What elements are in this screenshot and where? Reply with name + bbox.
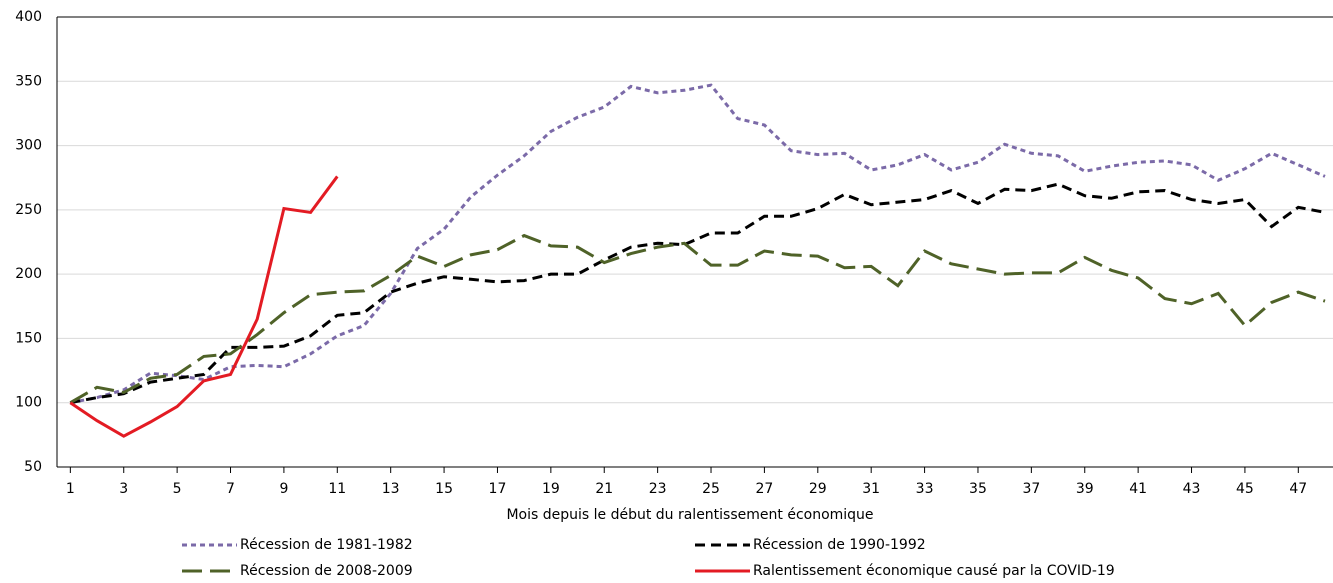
x-tick-label: 3 — [119, 481, 128, 497]
x-tick-label: 15 — [435, 481, 453, 497]
legend-label: Récession de 1981-1982 — [240, 537, 413, 553]
legend-label: Récession de 1990-1992 — [753, 537, 926, 553]
x-tick-label: 41 — [1129, 481, 1147, 497]
x-tick-label: 21 — [595, 481, 613, 497]
x-tick-label: 35 — [969, 481, 987, 497]
x-tick-label: 33 — [916, 481, 934, 497]
y-tick-label: 400 — [15, 9, 42, 25]
y-tick-label: 250 — [15, 202, 42, 218]
y-tick-label: 300 — [15, 138, 42, 154]
series-line — [69, 175, 339, 438]
x-tick-label: 25 — [702, 481, 720, 497]
x-tick-label: 27 — [755, 481, 773, 497]
legend-label: Ralentissement économique causé par la C… — [753, 563, 1115, 579]
x-tick-label: 13 — [382, 481, 400, 497]
x-tick-label: 1 — [66, 481, 75, 497]
x-tick-label: 17 — [489, 481, 507, 497]
x-tick-label: 5 — [173, 481, 182, 497]
y-tick-label: 350 — [15, 73, 42, 89]
y-tick-label: 100 — [15, 395, 42, 411]
x-tick-label: 19 — [542, 481, 560, 497]
x-tick-label: 39 — [1076, 481, 1094, 497]
x-tick-label: 7 — [226, 481, 235, 497]
x-axis-label: Mois depuis le début du ralentissement é… — [506, 507, 873, 523]
x-tick-label: 23 — [649, 481, 667, 497]
x-tick-label: 11 — [328, 481, 346, 497]
series-line — [70, 83, 1326, 405]
y-tick-label: 200 — [15, 266, 42, 282]
series-line — [69, 233, 1326, 405]
x-tick-label: 29 — [809, 481, 827, 497]
x-tick-label: 37 — [1022, 481, 1040, 497]
y-tick-label: 150 — [15, 330, 42, 346]
series-line — [70, 182, 1326, 405]
x-tick-label: 9 — [279, 481, 288, 497]
x-tick-label: 45 — [1236, 481, 1254, 497]
x-tick-label: 31 — [862, 481, 880, 497]
x-tick-label: 47 — [1289, 481, 1307, 497]
legend-label: Récession de 2008-2009 — [240, 563, 413, 579]
x-tick-label: 43 — [1183, 481, 1201, 497]
y-tick-label: 50 — [24, 459, 42, 475]
